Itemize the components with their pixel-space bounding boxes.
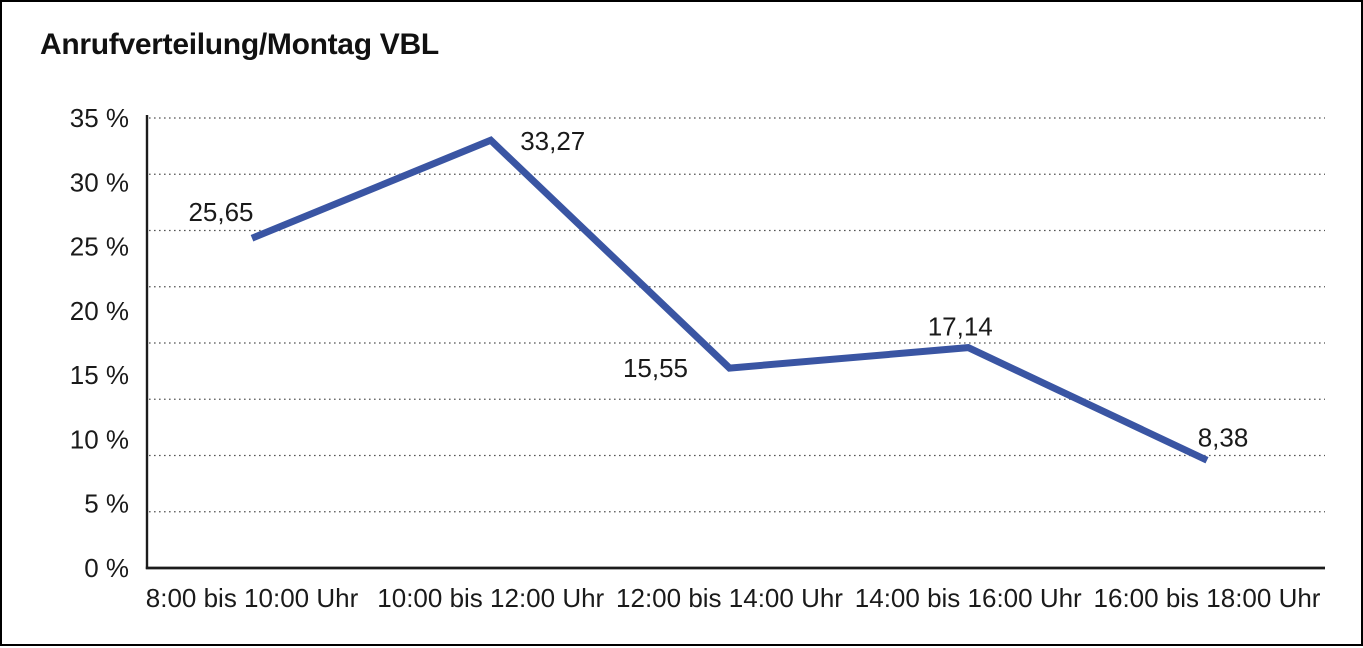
x-category-label: 8:00 bis 10:00 Uhr [146, 583, 359, 613]
x-category-label: 12:00 bis 14:00 Uhr [616, 583, 843, 613]
y-tick-label: 0 % [84, 553, 129, 583]
chart-title: Anrufverteilung/Montag VBL [40, 28, 439, 61]
data-point-label: 15,55 [623, 353, 688, 383]
y-tick-label: 35 % [70, 103, 129, 133]
y-tick-label: 5 % [84, 489, 129, 519]
x-category-label: 10:00 bis 12:00 Uhr [377, 583, 604, 613]
data-point-label: 17,14 [928, 312, 993, 342]
data-point-label: 25,65 [188, 197, 253, 227]
data-point-label: 8,38 [1198, 422, 1249, 452]
x-category-label: 14:00 bis 16:00 Uhr [855, 583, 1082, 613]
y-tick-label: 25 % [70, 232, 129, 262]
y-tick-label: 20 % [70, 296, 129, 326]
data-line [250, 136, 1209, 464]
y-tick-label: 10 % [70, 424, 129, 454]
y-tick-label: 30 % [70, 167, 129, 197]
data-point-label: 33,27 [520, 126, 585, 156]
y-tick-label: 15 % [70, 360, 129, 390]
x-category-label: 16:00 bis 18:00 Uhr [1094, 583, 1321, 613]
